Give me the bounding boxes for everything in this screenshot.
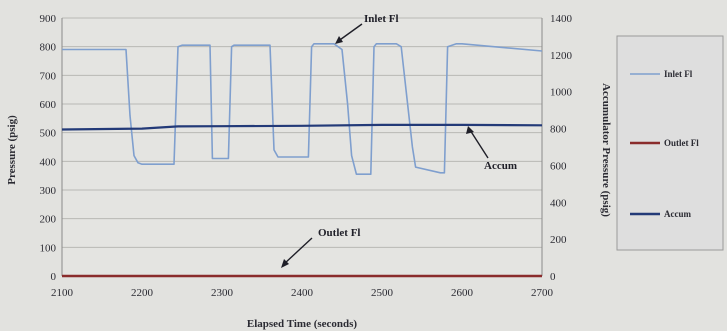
y2-axis-title: Accumulator Pressure (psig) (600, 83, 612, 217)
y-tick-label-100: 100 (40, 242, 57, 254)
annotation-arrowhead-inlet-fl (335, 36, 343, 44)
x-tick-label-2100: 2100 (51, 287, 74, 299)
annotation-accum: Accum (484, 160, 517, 172)
x-tick-label-2300: 2300 (211, 287, 234, 299)
annotation-inlet-fl: Inlet Fl (364, 13, 399, 25)
plot-area (62, 18, 542, 276)
y2-tick-label-400: 400 (550, 197, 567, 209)
x-tick-label-2700: 2700 (531, 287, 554, 299)
y-tick-label-600: 600 (40, 99, 57, 111)
y2-tick-label-1000: 1000 (550, 87, 573, 99)
x-tick-label-2200: 2200 (131, 287, 154, 299)
series-line-inlet-fl (62, 42, 543, 175)
annotation-arrow-outlet-fl (283, 237, 313, 265)
y-tick-label-0: 0 (51, 271, 57, 283)
y-tick-label-200: 200 (40, 214, 57, 226)
series-line-accum (61, 123, 543, 131)
x-axis-title: Elapsed Time (seconds) (247, 318, 358, 330)
legend-label-accum: Accum (664, 209, 691, 219)
y2-tick-label-1200: 1200 (550, 50, 573, 62)
legend-label-inlet-fl: Inlet Fl (664, 69, 693, 79)
y-tick-label-900: 900 (40, 13, 57, 25)
y2-tick-label-800: 800 (550, 124, 567, 136)
y2-tick-label-1400: 1400 (550, 13, 573, 25)
x-tick-label-2600: 2600 (451, 287, 474, 299)
series-layer (61, 42, 543, 278)
y-tick-label-400: 400 (40, 156, 57, 168)
axes: 0 100 200 300 400 500 600 700 800 900 0 200 400 600 80… (40, 13, 573, 299)
annotation-layer: Inlet Fl Accum Outlet Fl (281, 13, 517, 268)
y-tick-label-500: 500 (40, 128, 57, 140)
y-tick-label-700: 700 (40, 70, 57, 82)
axis-labels: Elapsed Time (seconds) Pressure (psig) A… (6, 83, 612, 330)
annotation-arrowhead-outlet-fl (281, 259, 289, 268)
annotation-arrow-accum (469, 129, 489, 159)
legend: Inlet Fl Outlet Fl Accum (616, 35, 724, 251)
y2-tick-label-0: 0 (550, 271, 556, 283)
legend-label-outlet-fl: Outlet Fl (664, 138, 699, 148)
annotation-outlet-fl: Outlet Fl (318, 227, 360, 239)
gridlines (62, 17, 542, 248)
annotation-arrowhead-accum (466, 126, 474, 134)
annotation-arrow-inlet-fl (336, 23, 363, 43)
y-axis-title: Pressure (psig) (6, 115, 18, 185)
y2-tick-label-200: 200 (550, 234, 567, 246)
y-tick-label-300: 300 (40, 185, 57, 197)
y-tick-label-800: 800 (40, 42, 57, 54)
x-tick-label-2400: 2400 (291, 287, 314, 299)
x-tick-label-2500: 2500 (371, 287, 394, 299)
y2-tick-label-600: 600 (550, 160, 567, 172)
